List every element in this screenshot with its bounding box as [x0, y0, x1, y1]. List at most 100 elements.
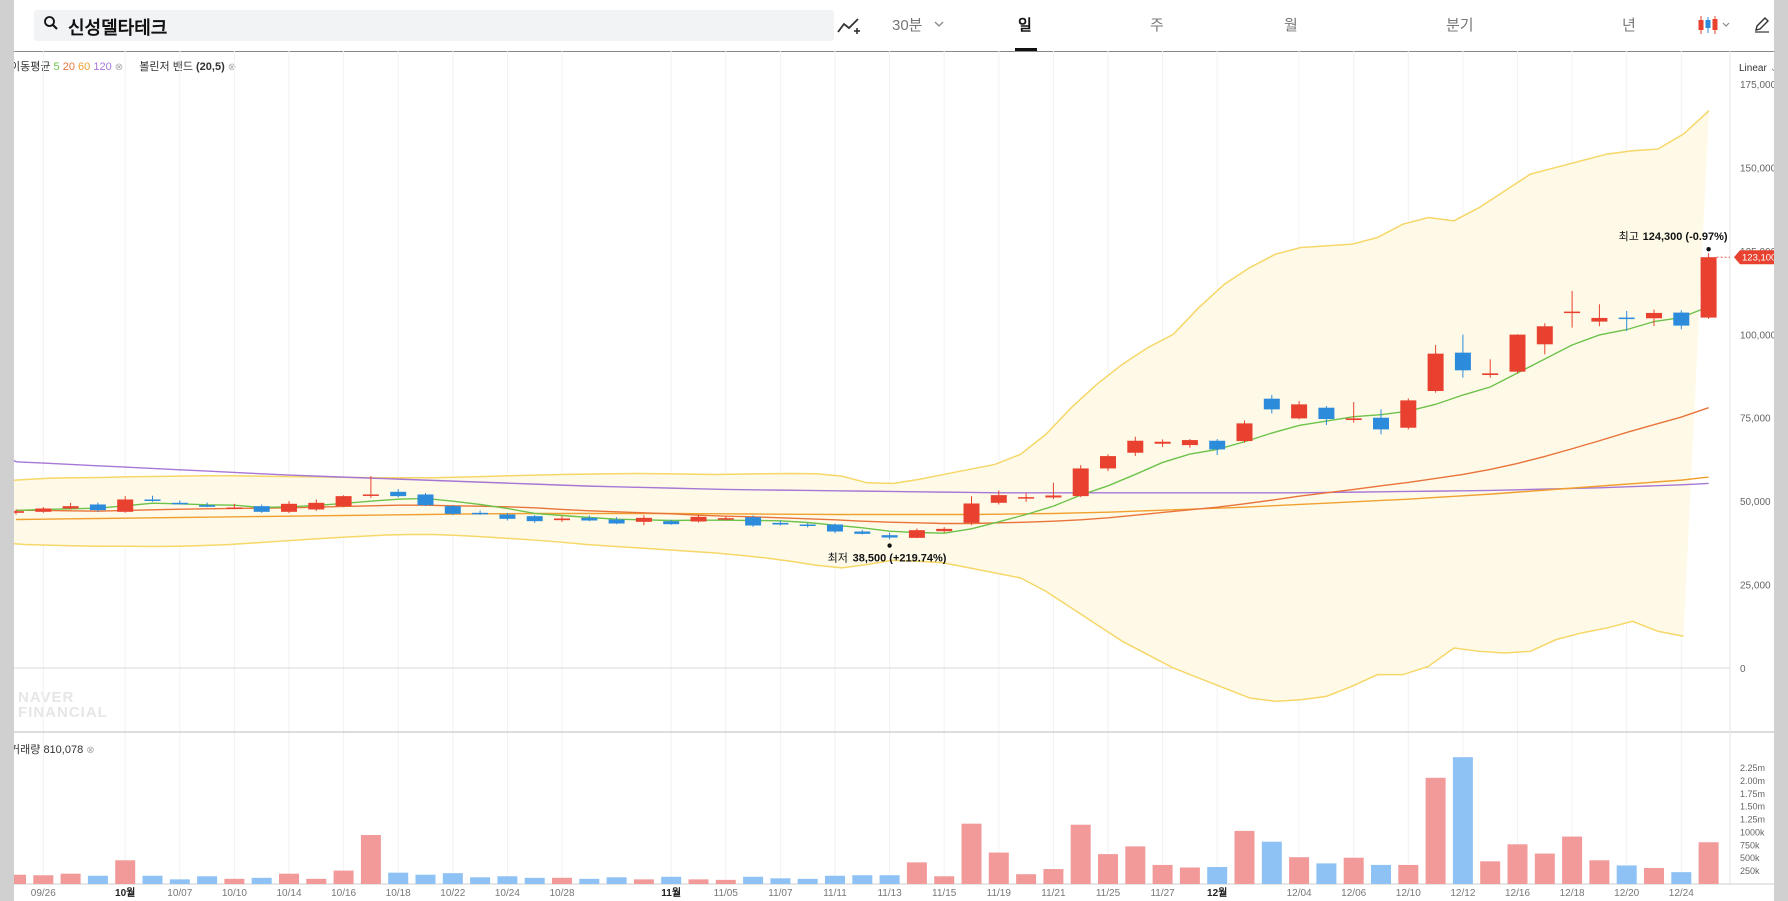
volume-bar [1289, 857, 1310, 884]
candle-body [772, 522, 789, 525]
ma-20-label: 20 [62, 61, 75, 73]
volume-close-icon[interactable]: ⊗ [86, 745, 95, 756]
candle-body [362, 494, 379, 496]
low-label: 38,500 (+219.74%) [853, 553, 947, 565]
candle-body [35, 508, 52, 512]
volume-bar [661, 876, 682, 884]
x-tick-label: 12/24 [1669, 888, 1694, 899]
candle-body [281, 503, 297, 512]
volume-bar [224, 878, 245, 884]
x-tick-label: 12/06 [1341, 888, 1366, 899]
candle-body [1618, 317, 1635, 320]
x-tick-label: 10/07 [167, 888, 192, 899]
candle-body [144, 499, 161, 501]
volume-bar [524, 877, 545, 884]
candle-body [990, 495, 1007, 503]
pencil-edit-icon[interactable] [1752, 14, 1772, 34]
candle-body [1509, 334, 1526, 372]
left-edge [0, 0, 14, 901]
volume-bar [169, 879, 190, 884]
high-prefix: 최고 [1619, 230, 1639, 243]
scale-chevron-icon: ⌄ [1770, 63, 1778, 74]
volume-tick-label: 750k [1740, 840, 1760, 850]
volume-bar [470, 877, 491, 884]
volume-bar [1480, 861, 1501, 884]
candlestick-type-icon[interactable] [1696, 14, 1732, 36]
candle-body [1154, 441, 1171, 444]
ma5-line [15, 305, 1709, 534]
volume-bar [1098, 854, 1118, 884]
volume-bar [1316, 863, 1337, 884]
volume-bar [1016, 874, 1037, 884]
volume-bar [1698, 842, 1719, 884]
interval-dropdown[interactable]: 30분 [892, 17, 923, 34]
candle-body [335, 496, 352, 507]
volume-bar [961, 823, 982, 884]
volume-bar [797, 878, 818, 884]
volume-tick-label: 500k [1740, 853, 1760, 863]
x-tick-label: 10/16 [331, 888, 356, 899]
volume-bar [388, 872, 409, 884]
volume-bar [1070, 824, 1091, 884]
candle-body [1427, 353, 1444, 392]
volume-bar [197, 876, 218, 884]
scale-dropdown[interactable]: Linear ⌄ [1739, 63, 1778, 74]
tab-week[interactable]: 주 [1150, 17, 1164, 34]
candle-body [390, 491, 407, 497]
bollinger-lower-line [0, 533, 1684, 703]
price-chart[interactable]: 025,00050,00075,000100,000125,000150,000… [0, 51, 1788, 901]
volume-bar [142, 875, 163, 884]
ma-close-icon[interactable]: ⊗ [114, 62, 124, 73]
x-tick-label: 10/18 [386, 888, 411, 899]
volume-bar [6, 874, 26, 884]
volume-bar [1125, 846, 1146, 884]
tab-day[interactable]: 일 [1018, 17, 1032, 34]
candle-body [1646, 312, 1662, 319]
tab-quarter[interactable]: 분기 [1446, 17, 1474, 34]
x-tick-label: 11/19 [987, 888, 1012, 899]
ma60-line [15, 476, 1709, 521]
x-tick-label: 10/28 [549, 888, 574, 899]
x-tick-label: 11/15 [932, 888, 957, 899]
x-tick-label: 11월 [661, 887, 681, 899]
tab-month[interactable]: 월 [1284, 17, 1298, 34]
volume-bar [360, 835, 381, 884]
volume-bar [1207, 866, 1228, 884]
candle-body [963, 503, 980, 523]
volume-bar [33, 875, 54, 884]
x-tick-label: 12/10 [1396, 888, 1421, 899]
tab-year[interactable]: 년 [1622, 17, 1636, 34]
candle-body [827, 524, 843, 532]
candle-body [635, 517, 652, 522]
volume-bar [1371, 864, 1391, 884]
volume-bar [1644, 868, 1664, 884]
candle-body [417, 494, 434, 506]
drawing-tool-icon[interactable] [836, 16, 862, 36]
x-tick-label: 12/16 [1505, 888, 1530, 899]
x-tick-label: 09/26 [31, 888, 56, 899]
volume-bar [1452, 757, 1473, 884]
low-prefix: 최저 [828, 552, 848, 565]
chevron-down-icon[interactable] [934, 20, 944, 28]
candle-body [444, 506, 461, 514]
y-tick-label: 50,000 [1740, 497, 1771, 508]
bollinger-upper-line [0, 110, 1710, 485]
x-tick-label: 12/20 [1614, 888, 1639, 899]
volume-bar [1343, 857, 1364, 884]
candle-body [1263, 398, 1280, 410]
bollinger-band-fill [0, 110, 1709, 702]
volume-tick-label: 1000k [1740, 827, 1765, 837]
candle-body [554, 518, 570, 521]
x-tick-label: 11/07 [768, 888, 793, 899]
candle-body [745, 517, 762, 526]
candle-body [8, 511, 24, 513]
candle-body [1127, 440, 1144, 453]
bollinger-close-icon[interactable]: ⊗ [227, 62, 237, 73]
stock-search-box[interactable]: 신성델타테크 [34, 10, 834, 41]
ma20-line [15, 407, 1709, 525]
candle-body [608, 519, 625, 524]
volume-tick-label: 2.25m [1740, 763, 1765, 773]
volume-bar [852, 875, 873, 884]
candle-body [1181, 440, 1198, 446]
volume-bar [306, 878, 327, 884]
